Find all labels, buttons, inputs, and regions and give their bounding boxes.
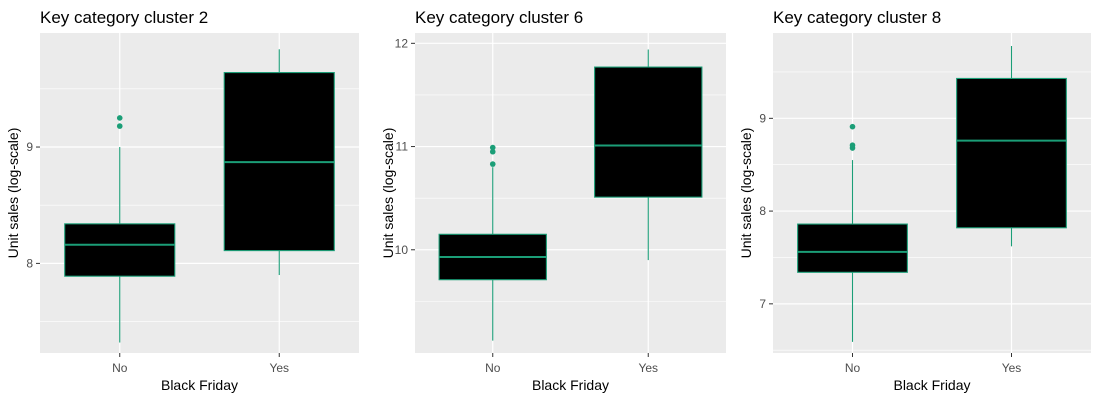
- x-axis-label: Black Friday: [532, 377, 609, 393]
- y-tick-label: 11: [396, 140, 409, 154]
- box-iqr: [956, 77, 1067, 229]
- outlier-point: [849, 142, 856, 149]
- x-tick-label: Yes: [1002, 361, 1022, 375]
- chart-panel-2: 10 11 12 No Yes Key category cluster 6 Black F…: [380, 8, 726, 393]
- y-tick-label: 8: [26, 256, 33, 270]
- chart-title: Key category cluster 8: [773, 8, 941, 27]
- outlier-point: [489, 161, 496, 167]
- chart-title: Key category cluster 2: [40, 8, 208, 27]
- outlier-point: [849, 123, 856, 130]
- x-tick-label: No: [112, 361, 128, 375]
- box-iqr: [64, 223, 176, 277]
- x-axis-label: Black Friday: [161, 377, 238, 393]
- y-tick-label: 12: [395, 36, 409, 50]
- x-tick-label: Yes: [269, 361, 289, 375]
- y-tick-label: 7: [759, 297, 766, 311]
- y-axis-label: Unit sales (log-scale): [738, 128, 754, 259]
- x-tick-label: Yes: [638, 361, 658, 375]
- chart-panel-3: 7 8 9 No Yes Key category cluster 8 Black Frid…: [738, 8, 1091, 393]
- chart-title: Key category cluster 6: [415, 8, 583, 27]
- y-axis-label: Unit sales (log-scale): [380, 128, 396, 259]
- x-axis-label: Black Friday: [893, 377, 970, 393]
- y-tick-label: 9: [759, 111, 766, 125]
- outlier-point: [116, 115, 123, 121]
- x-tick-label: No: [485, 361, 501, 375]
- y-tick-label: 8: [759, 204, 766, 218]
- box-iqr: [594, 66, 703, 198]
- outlier-point: [116, 123, 123, 129]
- y-tick-label: 10: [395, 243, 409, 257]
- outlier-point: [489, 144, 496, 151]
- y-tick-label: 9: [26, 140, 33, 154]
- x-tick-label: No: [845, 361, 861, 375]
- box-iqr: [797, 223, 908, 273]
- chart-panel-1: 8 9 No Yes Key category cluster 2 Black Frida…: [5, 8, 359, 393]
- outlier-point: [489, 148, 496, 155]
- y-axis-label: Unit sales (log-scale): [5, 128, 21, 259]
